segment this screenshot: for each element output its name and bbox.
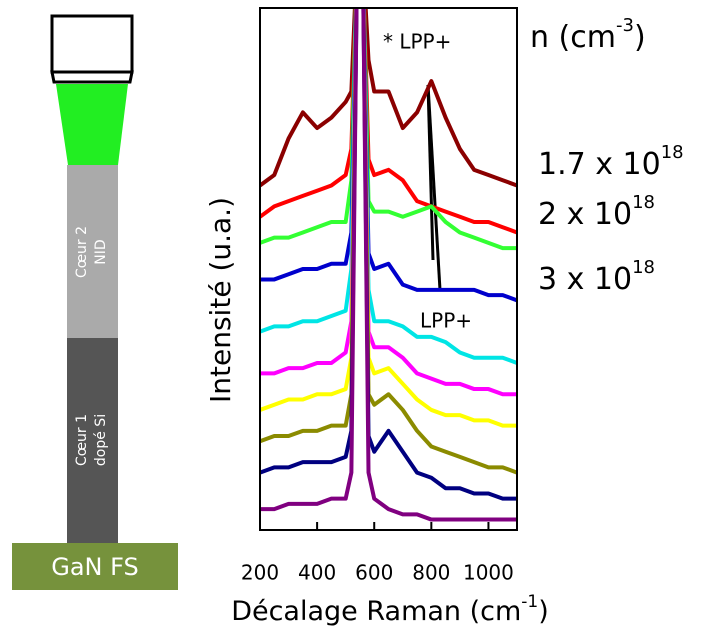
x-tick-label: 1000	[463, 561, 514, 585]
spectrum-line	[260, 8, 517, 428]
substrate	[12, 543, 178, 590]
substrate-label: GaN FS	[51, 553, 139, 581]
series-group	[260, 8, 517, 522]
laser-cone	[56, 84, 128, 165]
n-header-text: n (cm	[530, 20, 616, 55]
spectrum-line	[260, 8, 517, 475]
concentration-label: 2 x 1018	[538, 192, 655, 232]
spectrum-line	[260, 8, 517, 501]
x-tick-label: 200	[241, 561, 279, 585]
x-axis-label-text: Décalage Raman (cm	[231, 596, 521, 627]
spectrum-line	[260, 8, 517, 251]
spectrum-line	[260, 8, 517, 303]
spectrum-line	[260, 8, 517, 235]
x-tick-label: 800	[412, 561, 450, 585]
concentration-text: 1.7 x 10	[538, 147, 661, 182]
concentration-sup: 18	[632, 257, 655, 278]
spectrum-line	[260, 8, 517, 188]
concentration-label: 1.7 x 1018	[538, 142, 684, 182]
x-tick-label: 600	[355, 561, 393, 585]
x-axis-label-after: )	[538, 596, 549, 627]
spectrum-line	[260, 8, 517, 365]
concentration-text: 2 x 10	[538, 197, 632, 232]
n-header: n (cm-3)	[530, 15, 646, 55]
x-axis-label: Décalage Raman (cm-1)	[231, 592, 549, 627]
core1-label: dopé Si	[93, 414, 109, 466]
plot: 200 400 600 800 1000	[241, 7, 518, 585]
core2-label: Cœur 2	[74, 226, 90, 278]
spectrum-line	[260, 8, 517, 522]
concentration-sup: 18	[632, 192, 655, 213]
annotation: LPP+	[420, 309, 472, 333]
core1-label: Cœur 1	[74, 414, 90, 466]
objective	[50, 14, 134, 74]
concentration-sup: 18	[661, 142, 684, 163]
concentration-text: 3 x 10	[538, 262, 632, 297]
spectrum-line	[260, 8, 517, 397]
y-axis-label: Intensité (u.a.)	[204, 197, 237, 403]
core2-layer	[67, 165, 118, 338]
plot-frame	[259, 7, 518, 531]
objective-lens	[50, 70, 134, 84]
annotation: * LPP+	[383, 30, 451, 54]
annotation-line	[426, 84, 435, 261]
core1-layer	[67, 338, 118, 543]
x-axis-label-sup: -1	[521, 592, 538, 612]
n-header-sup: -3	[616, 15, 634, 36]
n-header-after: )	[634, 20, 646, 55]
core2-label: NID	[93, 239, 109, 264]
x-tick-label: 400	[298, 561, 336, 585]
concentration-label: 3 x 1018	[538, 257, 655, 297]
